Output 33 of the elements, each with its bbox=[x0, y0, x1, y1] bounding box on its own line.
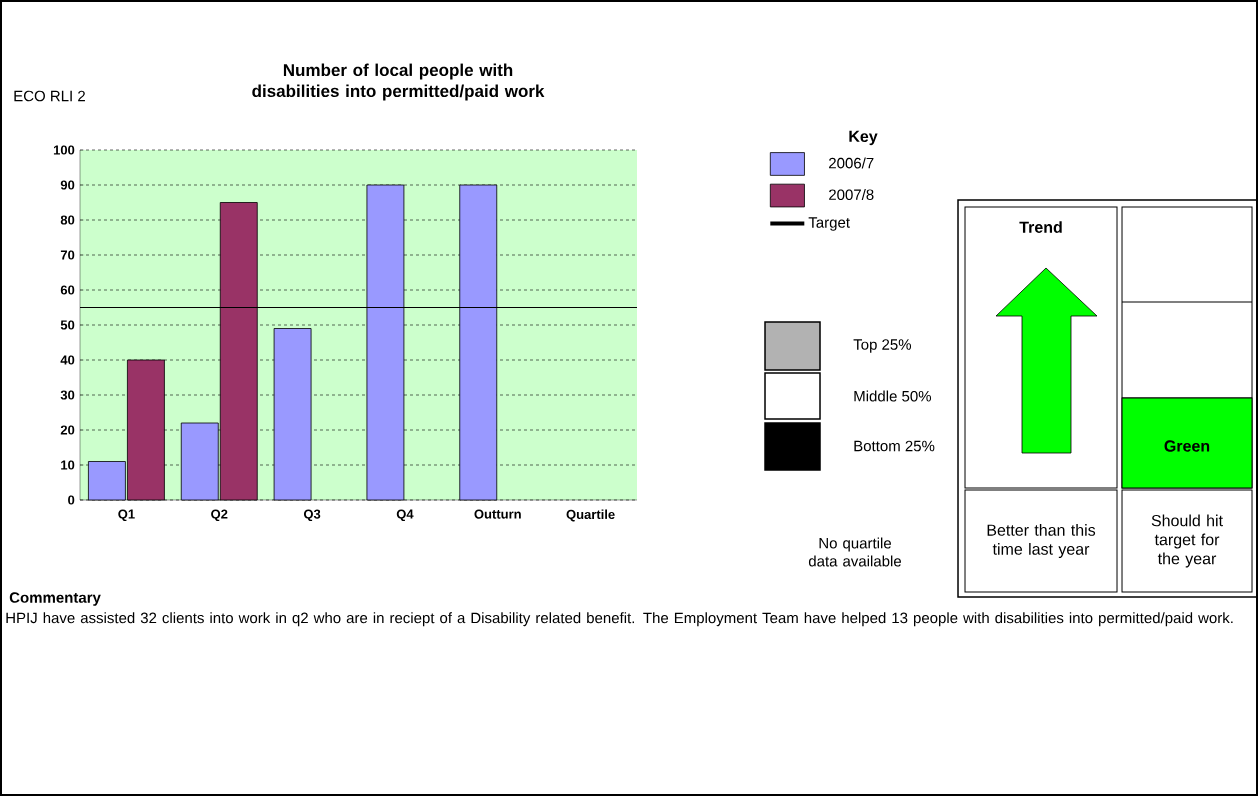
text: Middle 50% bbox=[854, 390, 932, 402]
y-tick-label: 70 bbox=[60, 250, 75, 260]
y-tick-label: 0 bbox=[68, 495, 75, 505]
x-tick-label: Q1 bbox=[118, 509, 135, 522]
y-tick-label: 80 bbox=[60, 215, 75, 225]
legend-label: 2007/8 bbox=[829, 188, 874, 200]
y-tick-label: 10 bbox=[61, 460, 75, 470]
text: Top 25% bbox=[853, 339, 912, 353]
y-tick-label: 60 bbox=[60, 285, 75, 295]
x-tick-label: Q3 bbox=[303, 509, 321, 522]
text: Trend bbox=[1019, 221, 1062, 233]
x-tick-label: Q4 bbox=[396, 509, 414, 522]
text: HPIJ have assisted 32 clients into work in q2 who are in reciept of a Disability related benefit. The Employment Team have helped 13 people with disabilities into permitted/paid work. bbox=[6, 612, 1233, 627]
y-tick-label: 90 bbox=[60, 180, 75, 190]
text: No quartile data available bbox=[808, 537, 902, 567]
text: ECO RLI 2 bbox=[14, 90, 85, 102]
y-tick-label: 50 bbox=[60, 320, 75, 330]
legend-label: Target bbox=[808, 217, 850, 231]
y-tick-label: 20 bbox=[60, 425, 75, 435]
text: Better than this time last year bbox=[987, 524, 1096, 558]
y-tick-label: 40 bbox=[60, 355, 75, 365]
text: Bottom 25% bbox=[854, 440, 935, 452]
y-tick-label: 100 bbox=[53, 145, 75, 155]
text: Should hit target for the year bbox=[1151, 514, 1223, 568]
text: Green bbox=[1164, 440, 1210, 452]
legend-label: 2006/7 bbox=[829, 157, 874, 169]
x-tick-label: Outturn bbox=[474, 509, 521, 519]
text: Commentary bbox=[9, 592, 101, 606]
chart-title: Number of local people with disabilities into permitted/paid work bbox=[252, 63, 545, 101]
y-tick-label: 30 bbox=[60, 390, 75, 400]
x-tick-label: Q2 bbox=[211, 509, 228, 522]
x-tick-label: Quartile bbox=[566, 509, 615, 522]
legend-title: Key bbox=[849, 130, 878, 146]
